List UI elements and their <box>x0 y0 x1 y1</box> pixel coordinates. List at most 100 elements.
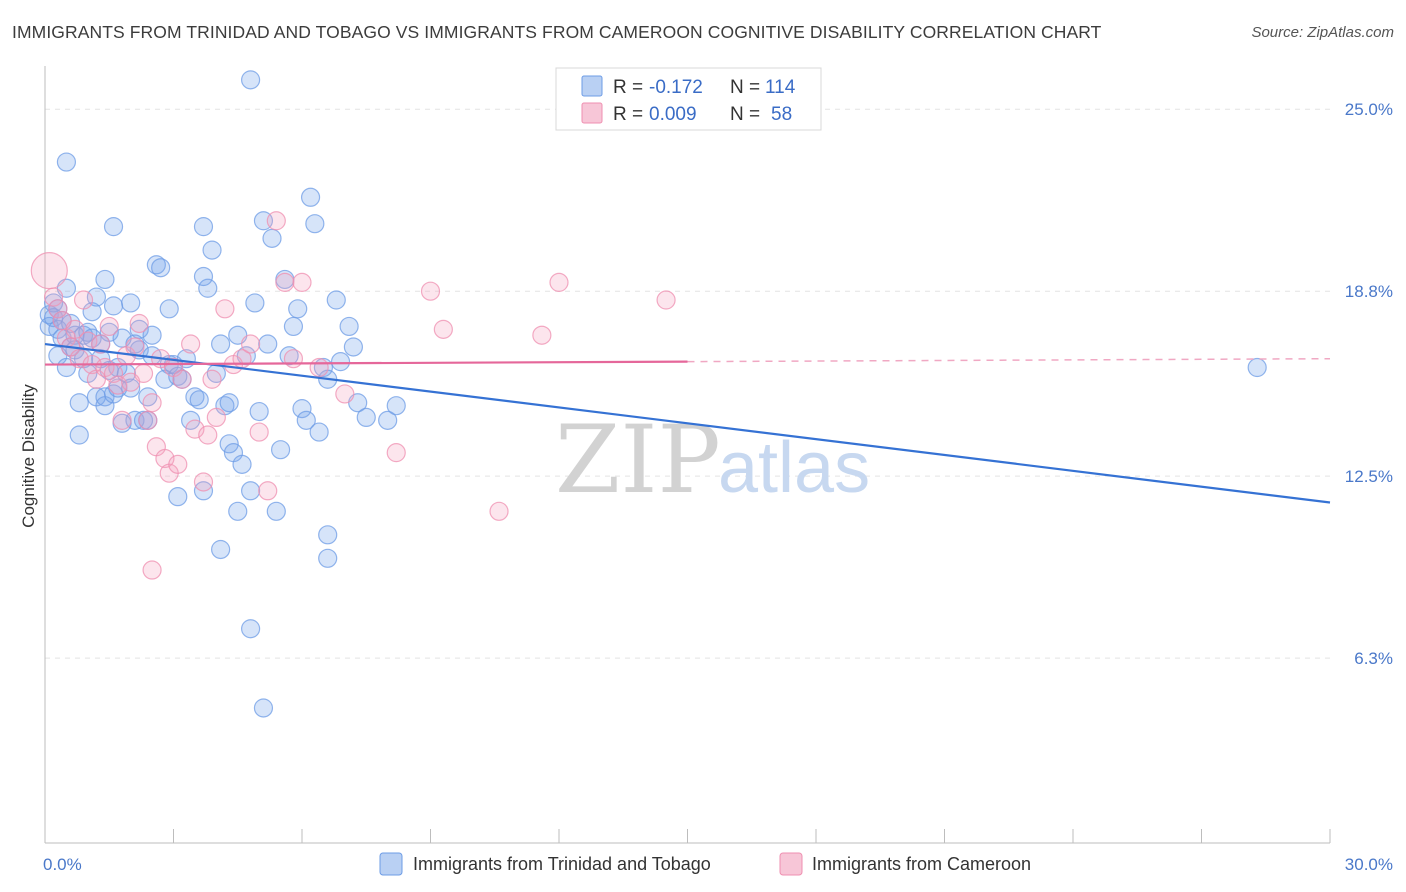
cameroon-trend-extension <box>687 357 1331 363</box>
cameroon-point-32 <box>181 334 201 354</box>
series-swatch-cameroon <box>779 852 803 876</box>
cameroon-point-23 <box>138 410 158 430</box>
cameroon-point-6 <box>65 319 85 339</box>
cameroon-point-2 <box>48 299 68 319</box>
legend-swatch-blue <box>581 75 603 97</box>
x-tick-label-1: 30.0% <box>1345 855 1393 874</box>
watermark-atlas: atlas <box>718 428 870 508</box>
trinidad-point-79 <box>266 501 286 521</box>
legend-n-value-1: 114 <box>765 77 796 98</box>
cameroon-point-35 <box>198 425 218 445</box>
cameroon-point-14 <box>99 316 119 337</box>
cameroon-point-48 <box>309 357 329 378</box>
cameroon-point-42 <box>249 422 269 442</box>
cameroon-point-17 <box>112 410 132 430</box>
trinidad-point-49 <box>151 258 171 278</box>
cameroon-point-54 <box>656 290 676 310</box>
cameroon-point-57 <box>142 560 162 580</box>
cameroon-point-34 <box>193 472 214 492</box>
trend-lines <box>44 342 1331 504</box>
trinidad-point-101 <box>103 217 124 237</box>
series-swatch-trinidad <box>379 852 403 876</box>
data-points <box>30 70 1267 718</box>
trinidad-point-62 <box>198 278 218 298</box>
cameroon-point-51 <box>433 319 453 339</box>
trinidad-point-113 <box>1247 357 1267 378</box>
legend-n-label-1: N = <box>730 77 760 98</box>
source-label: Source: ZipAtlas.com <box>1251 24 1394 41</box>
watermark-zip: ZIP <box>555 406 721 515</box>
cameroon-point-21 <box>129 313 149 334</box>
x-tick-labels: 0.0% 30.0% <box>43 855 1393 874</box>
trinidad-point-65 <box>211 334 231 354</box>
trinidad-point-109 <box>241 619 261 639</box>
trinidad-point-47 <box>142 325 162 345</box>
trinidad-point-77 <box>258 334 278 354</box>
cameroon-point-56 <box>489 501 509 521</box>
cameroon-point-52 <box>549 272 569 292</box>
cameroon-point-55 <box>386 443 406 463</box>
cameroon-point-45 <box>275 272 295 292</box>
cameroon-point-31 <box>172 369 192 389</box>
trinidad-point-93 <box>330 352 351 372</box>
trinidad-point-92 <box>326 290 346 310</box>
series-legend: Immigrants from Trinidad and Tobago Immi… <box>379 852 1031 876</box>
series-label-trinidad: Immigrants from Trinidad and Tobago <box>413 854 711 874</box>
trinidad-point-59 <box>189 390 209 410</box>
cameroon-trend-line <box>44 360 688 366</box>
cameroon-point-47 <box>292 272 312 292</box>
cameroon-point-46 <box>283 349 304 369</box>
trinidad-point-67 <box>219 434 239 454</box>
cameroon-point-41 <box>241 334 261 354</box>
y-tick-label-0: 25.0% <box>1345 100 1393 119</box>
trinidad-point-88 <box>305 214 325 234</box>
cameroon-point-8 <box>73 290 94 310</box>
grid-lines <box>45 108 1330 659</box>
trinidad-point-73 <box>241 481 261 501</box>
legend-r-label-2: R = <box>613 104 643 125</box>
legend-r-label-1: R = <box>613 77 643 98</box>
cameroon-point-30 <box>168 454 188 474</box>
trinidad-point-104 <box>241 70 261 90</box>
cameroon-point-50 <box>420 281 441 301</box>
trinidad-point-75 <box>249 401 269 422</box>
cameroon-point-36 <box>202 369 222 389</box>
cameroon-point-37 <box>206 407 226 428</box>
trinidad-point-110 <box>253 698 274 718</box>
trinidad-point-71 <box>232 454 252 474</box>
trinidad-point-16 <box>69 425 89 445</box>
legend-n-value-2: 58 <box>771 104 792 125</box>
series-label-cameroon: Immigrants from Cameroon <box>812 854 1031 874</box>
trinidad-point-108 <box>318 548 338 568</box>
trinidad-point-111 <box>318 525 338 545</box>
trinidad-point-99 <box>386 396 406 416</box>
trinidad-point-15 <box>69 393 89 413</box>
legend-r-value-2: 0.009 <box>649 104 697 125</box>
cameroon-point-12 <box>91 334 111 354</box>
cameroon-point-24 <box>142 393 162 413</box>
trinidad-point-74 <box>245 293 265 313</box>
trinidad-point-38 <box>121 293 141 313</box>
y-tick-labels: 25.0% 18.8% 12.5% 6.3% <box>1345 100 1393 668</box>
legend-r-value-1: -0.172 <box>649 77 703 98</box>
trinidad-point-112 <box>193 266 214 287</box>
trinidad-point-98 <box>378 410 398 430</box>
trinidad-point-84 <box>288 299 308 319</box>
y-axis-title: Cognitive Disability <box>19 384 38 528</box>
cameroon-point-44 <box>266 211 286 231</box>
trinidad-point-102 <box>95 269 115 290</box>
chart-title: IMMIGRANTS FROM TRINIDAD AND TOBAGO VS I… <box>12 22 1102 42</box>
trinidad-point-63 <box>202 240 222 260</box>
trinidad-trend-line <box>44 342 1331 504</box>
trinidad-point-89 <box>309 422 329 442</box>
trinidad-point-32 <box>103 296 124 316</box>
cameroon-point-1 <box>43 287 64 307</box>
cameroon-point-53 <box>532 325 552 345</box>
trinidad-point-80 <box>270 440 291 460</box>
cameroon-point-49 <box>335 384 355 404</box>
trinidad-point-78 <box>262 228 282 248</box>
trinidad-point-43 <box>133 410 154 430</box>
cameroon-point-0 <box>30 252 68 290</box>
trinidad-point-57 <box>181 410 201 430</box>
